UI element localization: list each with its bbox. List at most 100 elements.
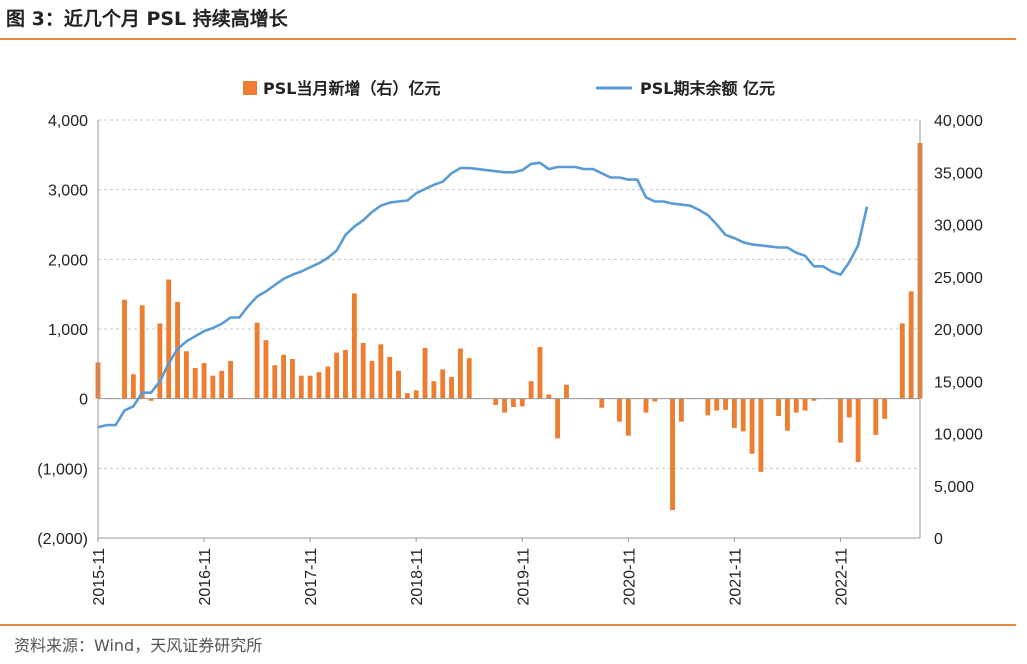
bar xyxy=(882,398,888,419)
bar xyxy=(387,356,393,399)
right-tick-label: 35,000 xyxy=(934,165,983,182)
bar xyxy=(281,354,287,399)
left-tick-label: 2,000 xyxy=(48,252,88,269)
bar xyxy=(219,370,225,399)
right-tick-label: 10,000 xyxy=(934,427,983,444)
bar xyxy=(652,398,658,402)
right-tick-label: 5,000 xyxy=(934,479,974,496)
bar xyxy=(122,299,127,399)
bar xyxy=(899,323,905,399)
bar xyxy=(749,398,755,454)
x-tick-label: 2020-11 xyxy=(621,548,638,606)
legend-bar-swatch xyxy=(243,81,257,95)
bar xyxy=(510,398,516,408)
bar xyxy=(528,381,534,399)
bar xyxy=(272,365,278,399)
line-series xyxy=(97,161,869,429)
bar xyxy=(855,398,861,463)
bar xyxy=(343,349,348,399)
bar xyxy=(493,398,499,405)
bar xyxy=(334,352,340,399)
x-tick-label: 2015-11 xyxy=(91,548,108,606)
bar xyxy=(422,347,428,399)
bar xyxy=(731,398,737,428)
bar xyxy=(449,377,454,399)
right-tick-label: 0 xyxy=(934,531,943,548)
bar xyxy=(369,361,375,399)
bar xyxy=(210,375,216,399)
bar xyxy=(537,347,543,399)
left-axis-tick-labels: 4,000 3,000 2,000 1,000 0 (1,000) (2,000) xyxy=(37,113,88,548)
bar xyxy=(130,374,136,399)
bar xyxy=(670,398,675,511)
left-tick-label: (1,000) xyxy=(37,461,88,478)
bar xyxy=(908,291,914,399)
left-tick-label: 0 xyxy=(79,392,88,409)
x-tick-label: 2021-11 xyxy=(727,548,744,606)
bar xyxy=(599,398,605,408)
bar xyxy=(502,398,508,413)
psl-chart: 4,000 3,000 2,000 1,000 0 (1,000) (2,000) 40,0… xyxy=(37,79,983,606)
bar xyxy=(325,366,331,399)
bar xyxy=(793,398,799,413)
bar xyxy=(625,398,631,436)
bar xyxy=(740,398,746,432)
x-tick-label: 2017-11 xyxy=(303,548,320,606)
x-tick-label: 2016-11 xyxy=(197,548,214,606)
bar xyxy=(776,398,782,417)
figure-title: 图 3：近几个月 PSL 持续高增长 xyxy=(6,8,288,30)
source-note: 资料来源：Wind，天风证券研究所 xyxy=(14,636,263,655)
legend: PSL当月新增（右）亿元 PSL期末余额 亿元 xyxy=(243,79,775,98)
bar xyxy=(413,390,419,399)
bar xyxy=(148,398,154,401)
bar xyxy=(643,398,649,413)
x-axis-tick-labels: 2015-11 2016-11 2017-11 2018-11 2019-11 2020-… xyxy=(91,538,850,606)
bar xyxy=(873,398,879,435)
bar xyxy=(290,358,295,399)
right-tick-label: 15,000 xyxy=(934,374,983,391)
bar xyxy=(228,361,234,399)
bar xyxy=(440,369,446,399)
bar xyxy=(157,323,163,399)
bar xyxy=(519,398,525,407)
bar xyxy=(166,279,172,399)
right-tick-label: 40,000 xyxy=(934,113,983,130)
bar xyxy=(396,370,401,399)
bar xyxy=(378,344,384,399)
bar xyxy=(802,398,808,411)
bar xyxy=(784,398,790,431)
bar xyxy=(360,342,366,399)
bar xyxy=(316,372,322,399)
bar xyxy=(192,368,198,399)
bar xyxy=(705,398,711,416)
bar xyxy=(758,398,764,472)
bar xyxy=(564,384,569,399)
bar xyxy=(298,375,304,399)
bar-series xyxy=(95,142,923,511)
legend-bar-label: PSL当月新增（右）亿元 xyxy=(263,79,440,98)
bar xyxy=(254,322,260,399)
bar xyxy=(846,398,852,418)
balance-line xyxy=(97,161,869,429)
bar xyxy=(466,358,472,399)
bar xyxy=(838,398,843,443)
x-tick-label: 2018-11 xyxy=(409,548,426,606)
bar xyxy=(404,393,410,399)
right-tick-label: 30,000 xyxy=(934,218,983,235)
right-tick-label: 25,000 xyxy=(934,270,983,287)
right-tick-label: 20,000 xyxy=(934,322,983,339)
bar xyxy=(555,398,561,439)
bar xyxy=(678,398,684,422)
right-axis-tick-labels: 40,000 35,000 30,000 25,000 20,000 15,000 10,0… xyxy=(934,113,983,548)
bar xyxy=(201,363,207,399)
bar xyxy=(139,305,145,399)
bar xyxy=(723,398,728,410)
bar xyxy=(617,398,622,422)
legend-line-label: PSL期末余额 亿元 xyxy=(640,79,775,98)
left-tick-label: 1,000 xyxy=(48,322,88,339)
bar xyxy=(263,340,269,399)
x-tick-label: 2019-11 xyxy=(515,548,532,606)
title-rule xyxy=(0,38,1016,40)
bar xyxy=(183,351,189,399)
bar xyxy=(307,375,313,399)
